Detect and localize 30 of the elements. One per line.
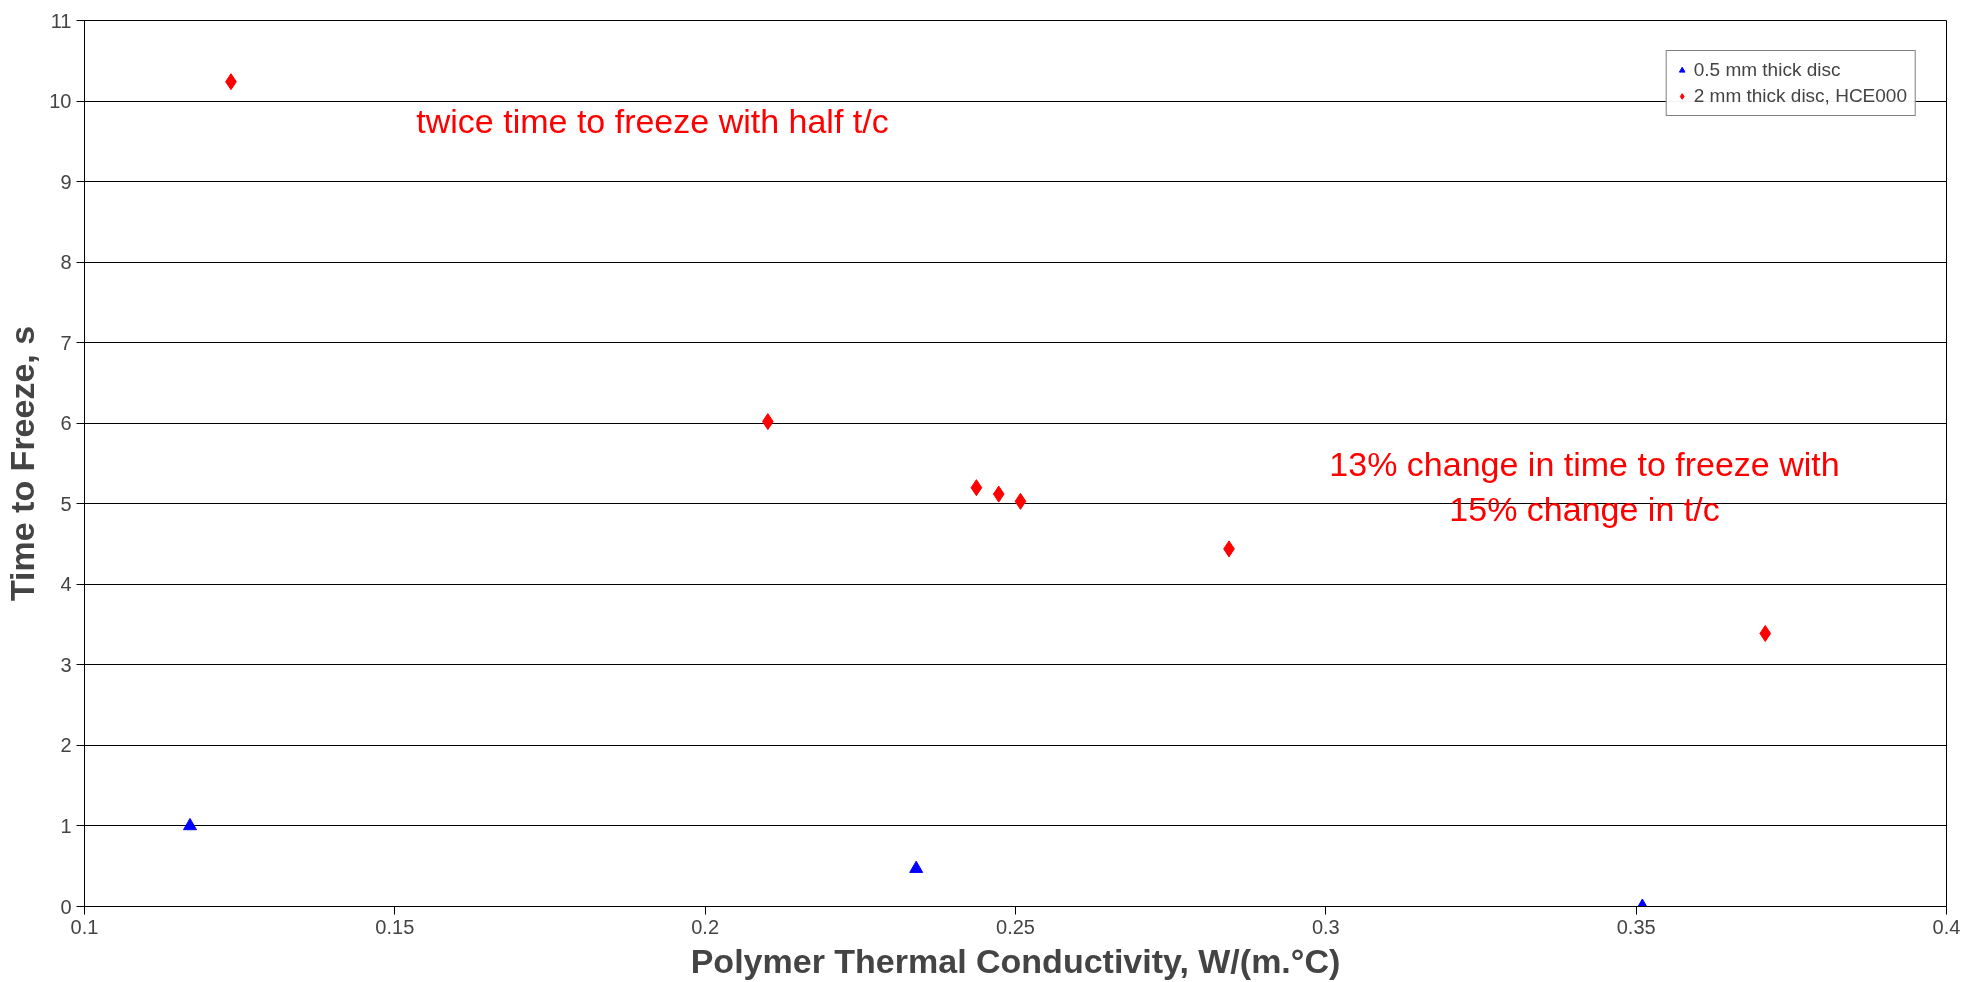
y-tick-label: 11 [50, 9, 72, 32]
point [183, 817, 198, 831]
x-tick-label: 0.35 [1616, 915, 1656, 938]
y-tick-label: 10 [49, 90, 72, 113]
x-tick-label: 0.4 [1932, 915, 1961, 938]
legend-label: 0.5 mm thick disc [1693, 59, 1841, 81]
legend-label: 2 mm thick disc, HCE000 [1693, 85, 1907, 107]
x-tick-label: 0.2 [691, 915, 720, 938]
point [1014, 492, 1027, 510]
y-tick-label: 2 [60, 734, 72, 757]
y-axis-title: Time to Freeze, s [3, 325, 42, 602]
y-tick-label: 4 [60, 573, 72, 596]
y-tick-label: 6 [60, 412, 72, 435]
x-tick-label: 0.3 [1311, 915, 1340, 938]
y-tick-label: 0 [60, 895, 72, 918]
x-tick-label: 0.25 [996, 915, 1035, 938]
y-tick-label: 9 [60, 170, 72, 193]
point [992, 485, 1005, 503]
point [909, 860, 924, 873]
y-tick-label: 3 [60, 653, 72, 676]
y-tick-label: 5 [60, 492, 72, 515]
x-tick-label: 0.15 [375, 915, 415, 938]
annotation: twice time to freeze with half t/c [416, 101, 889, 140]
x-axis-title: Polymer Thermal Conductivity, W/(m.°C) [690, 941, 1341, 980]
point [1759, 624, 1772, 642]
y-tick-label: 8 [60, 251, 72, 274]
x-tick-label: 0.1 [70, 915, 99, 938]
point [970, 479, 983, 497]
y-tick-label: 7 [60, 331, 72, 354]
y-tick-label: 1 [60, 814, 72, 837]
